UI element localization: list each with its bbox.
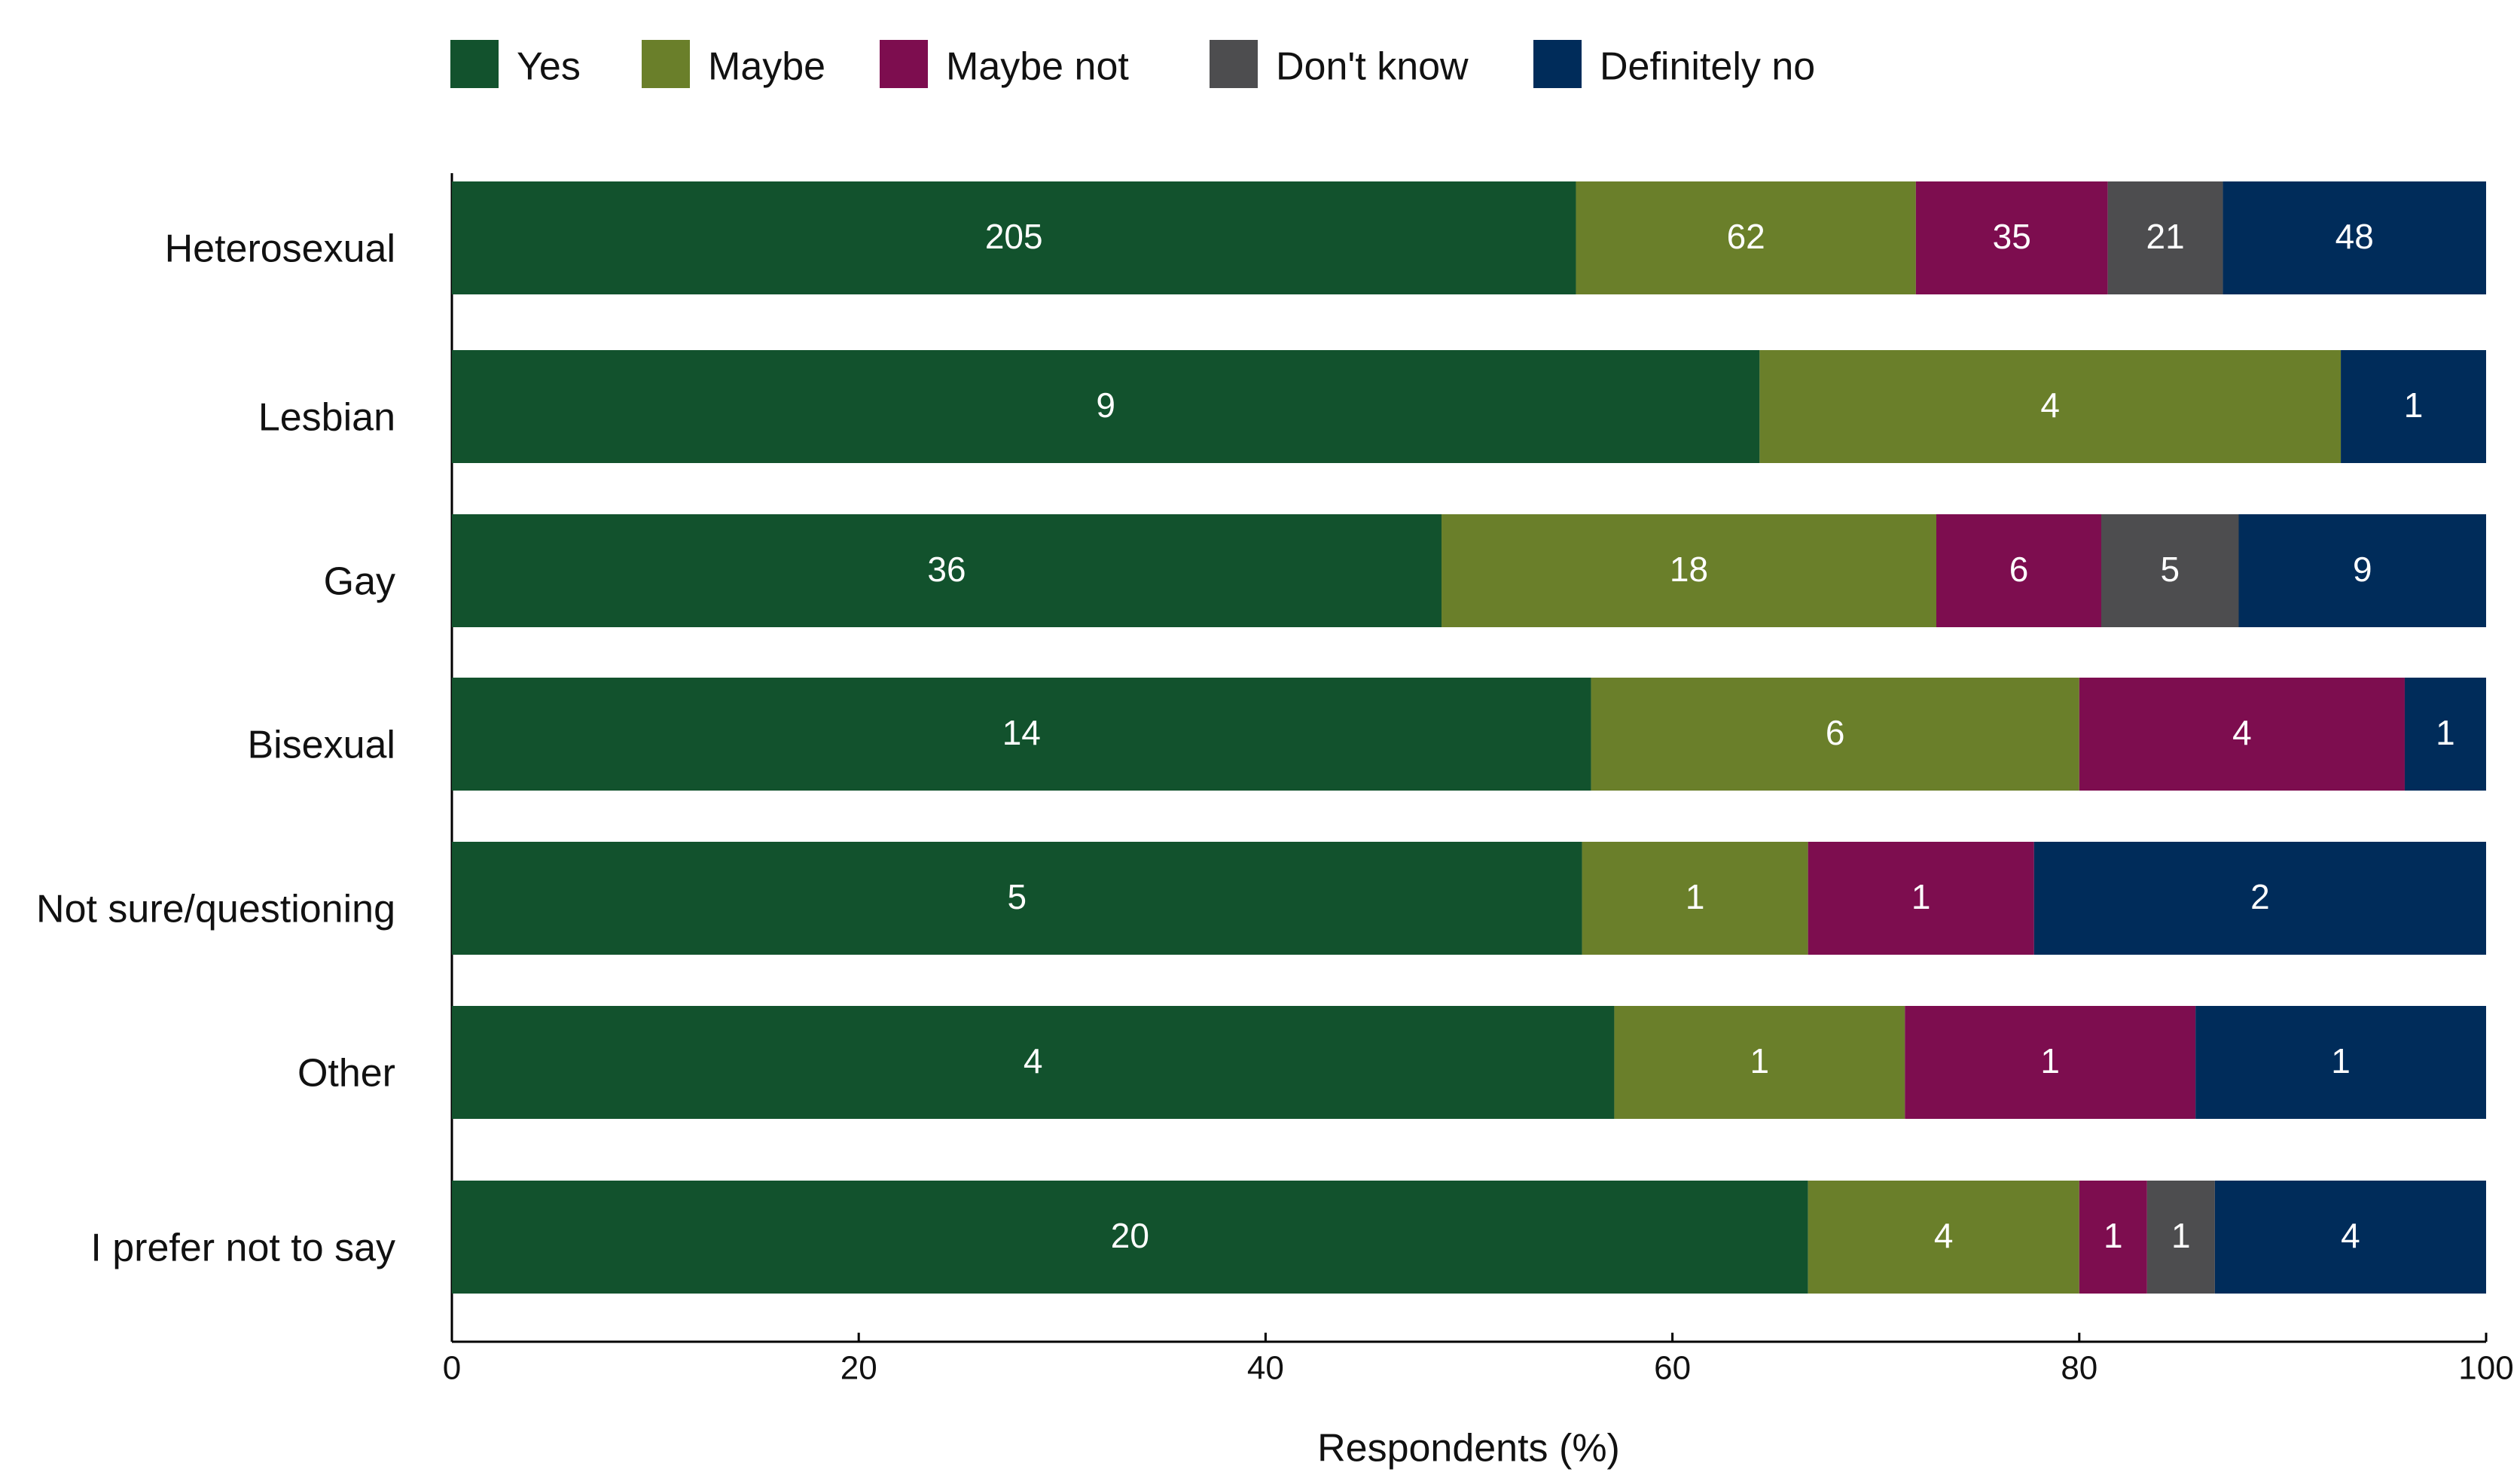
x-tick-label: 80 — [2061, 1350, 2097, 1387]
bar-segment — [452, 678, 1591, 791]
value-label: 62 — [1727, 217, 1765, 256]
bar-segment — [2238, 514, 2486, 627]
bar-segment — [2195, 1006, 2486, 1119]
x-axis-label: Respondents (%) — [1317, 1427, 1620, 1470]
value-label: 1 — [1686, 877, 1705, 916]
x-tick-label: 100 — [2458, 1350, 2513, 1387]
bar-segment — [1442, 514, 1936, 627]
bar-segment — [452, 181, 1576, 294]
legend-label: Don't know — [1276, 45, 1469, 89]
bar-segment — [1759, 350, 2342, 463]
bar-segment — [1915, 181, 2108, 294]
value-label: 4 — [1934, 1216, 1954, 1255]
y-tick-label: Lesbian — [258, 396, 395, 440]
legend-swatch — [880, 40, 928, 88]
value-label: 4 — [2040, 386, 2060, 425]
value-label: 1 — [2404, 386, 2424, 425]
value-label: 4 — [1024, 1041, 1043, 1080]
value-label: 1 — [2040, 1041, 2060, 1080]
bar-segment — [452, 1006, 1615, 1119]
value-label: 6 — [1826, 713, 1845, 752]
bar-segment — [2079, 678, 2405, 791]
bar-segment — [2033, 842, 2486, 955]
value-label: 6 — [2009, 550, 2029, 589]
legend-swatch — [1533, 40, 1582, 88]
value-label: 1 — [1911, 877, 1931, 916]
legend-swatch — [1210, 40, 1258, 88]
bar-segment — [1905, 1006, 2196, 1119]
y-tick-label: Other — [297, 1052, 395, 1096]
bar-segment — [2079, 1181, 2147, 1294]
bar-segment — [2101, 514, 2239, 627]
y-tick-label: Bisexual — [247, 724, 395, 767]
x-tick-label: 40 — [1247, 1350, 1284, 1387]
value-label: 1 — [2436, 713, 2455, 752]
value-label: 5 — [1007, 877, 1027, 916]
bar-segment — [1936, 514, 2101, 627]
y-tick-label: Heterosexual — [165, 227, 395, 271]
bar-segment — [452, 514, 1442, 627]
value-label: 205 — [985, 217, 1043, 256]
value-label: 5 — [2160, 550, 2180, 589]
value-label: 1 — [2331, 1041, 2351, 1080]
value-label: 18 — [1670, 550, 1708, 589]
bar-segment — [1582, 842, 1808, 955]
value-label: 1 — [2171, 1216, 2191, 1255]
value-label: 9 — [2353, 550, 2372, 589]
x-tick-label: 0 — [443, 1350, 461, 1387]
bar-segment — [2146, 1181, 2215, 1294]
value-label: 35 — [1993, 217, 2031, 256]
value-label: 2 — [2250, 877, 2270, 916]
bar-segment — [1591, 678, 2079, 791]
bar-segment — [2223, 181, 2486, 294]
bar-segment — [2214, 1181, 2486, 1294]
value-label: 20 — [1111, 1216, 1149, 1255]
value-label: 48 — [2335, 217, 2374, 256]
value-label: 1 — [2104, 1216, 2123, 1255]
legend-label: Maybe — [708, 45, 825, 89]
bar-segment — [1576, 181, 1916, 294]
bar-segment — [452, 350, 1760, 463]
bar-segment — [2341, 350, 2486, 463]
legend-label: Maybe not — [946, 45, 1129, 89]
value-label: 4 — [2232, 713, 2252, 752]
legend-label: Definitely no — [1600, 45, 1815, 89]
y-tick-label: Gay — [324, 560, 395, 604]
value-label: 4 — [2341, 1216, 2360, 1255]
bar-segment — [1614, 1006, 1905, 1119]
bar-segment — [1808, 842, 2034, 955]
bar-segment — [452, 1181, 1808, 1294]
value-label: 36 — [927, 550, 966, 589]
legend-swatch — [450, 40, 499, 88]
x-tick-label: 20 — [841, 1350, 877, 1387]
legend-swatch — [642, 40, 690, 88]
bar-segment — [2107, 181, 2223, 294]
value-label: 1 — [1750, 1041, 1770, 1080]
value-label: 21 — [2146, 217, 2185, 256]
legend-label: Yes — [517, 45, 581, 89]
bar-segment — [452, 842, 1582, 955]
value-label: 14 — [1002, 713, 1041, 752]
x-tick-label: 60 — [1654, 1350, 1691, 1387]
y-tick-label: Not sure/questioning — [36, 888, 395, 931]
y-tick-label: I prefer not to say — [90, 1227, 395, 1270]
bar-segment — [1808, 1181, 2079, 1294]
bar-segment — [2404, 678, 2486, 791]
value-label: 9 — [1096, 386, 1115, 425]
